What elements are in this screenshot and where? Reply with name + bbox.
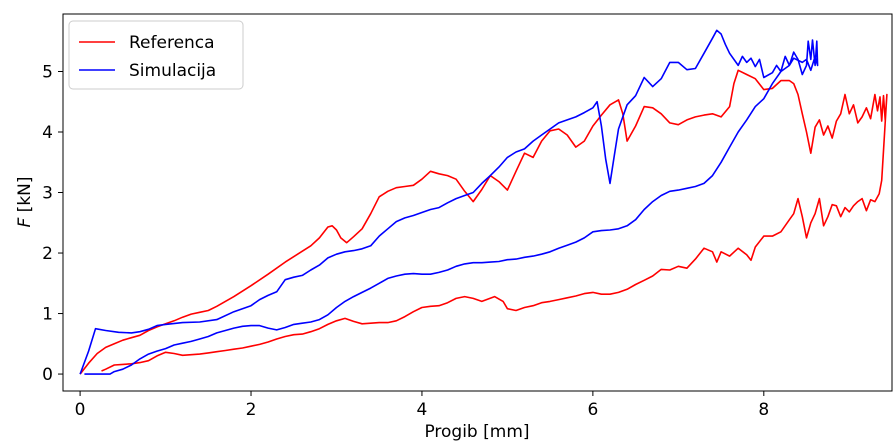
y-tick-label: 3 <box>42 184 53 204</box>
y-axis: 0 1 2 3 4 5 <box>42 62 63 385</box>
plot-frame <box>62 13 893 392</box>
y-axis-label-symbol: F <box>15 218 35 228</box>
y-tick-label: 2 <box>42 244 53 264</box>
x-tick-label: 4 <box>417 400 428 420</box>
series-layer <box>79 29 888 375</box>
x-axis: 0 2 4 6 8 <box>75 391 769 420</box>
x-tick-label: 2 <box>246 400 257 420</box>
x-tick-label: 0 <box>75 400 86 420</box>
x-tick-label: 6 <box>587 400 598 420</box>
y-tick-label: 1 <box>42 305 53 325</box>
series-line-simulacija <box>79 29 819 375</box>
legend-box <box>68 20 244 90</box>
series-line-referenca <box>79 69 888 375</box>
x-tick-label: 8 <box>758 400 769 420</box>
legend: Referenca Simulacija <box>68 20 244 90</box>
y-axis-label: F [kN] <box>15 176 35 227</box>
legend-label-referenca: Referenca <box>129 33 215 53</box>
y-tick-label: 0 <box>42 365 53 385</box>
y-tick-label: 5 <box>42 62 53 82</box>
y-tick-label: 4 <box>42 123 53 143</box>
y-axis-label-unit: [kN] <box>15 176 35 217</box>
x-axis-label: Progib [mm] <box>424 422 529 441</box>
legend-label-simulacija: Simulacija <box>129 61 216 81</box>
